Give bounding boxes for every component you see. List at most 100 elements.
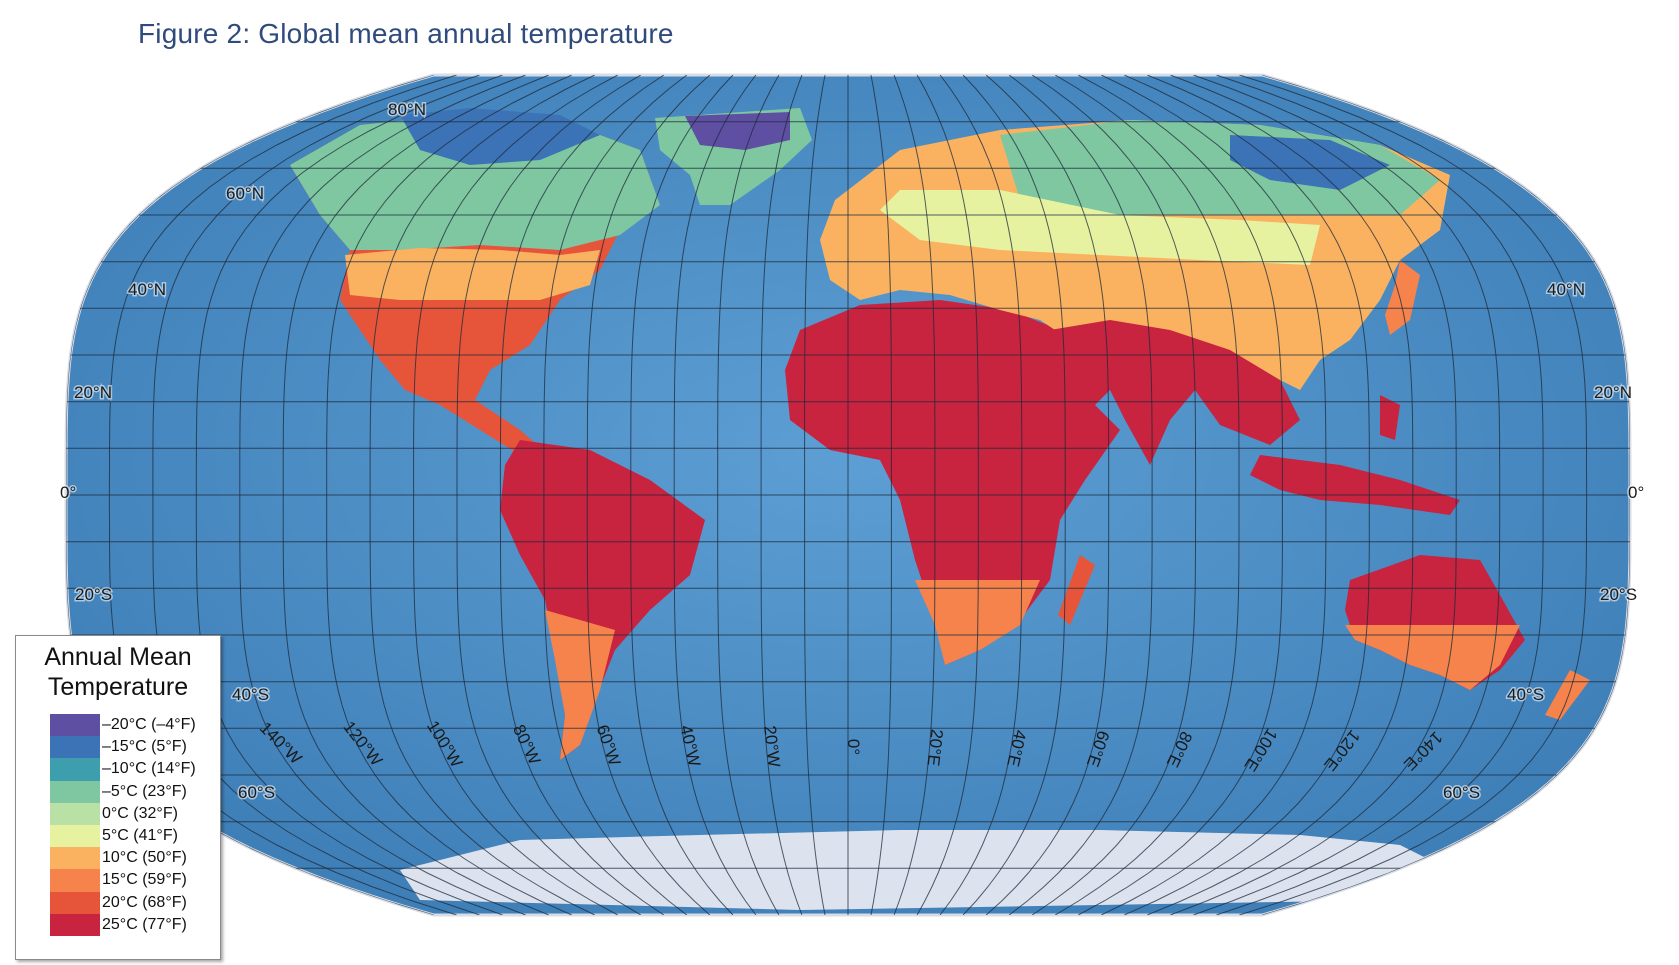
figure-title: Figure 2: Global mean annual temperature [138, 18, 674, 49]
meridian-line [717, 75, 780, 915]
legend-swatch [50, 780, 100, 803]
meridian-line [586, 75, 711, 915]
legend-label: 20°C (68°F) [102, 893, 187, 911]
graticule [66, 75, 1630, 915]
africa [785, 300, 1120, 665]
lat-label-40s-east: 40°S [1507, 685, 1544, 704]
australia-south [1345, 625, 1520, 690]
lat-label-80n: 80°N [388, 100, 426, 119]
meridian-line [916, 75, 979, 915]
madagascar [1058, 555, 1095, 625]
meridian-line [939, 75, 1023, 915]
lat-label-20n-east: 20°N [1594, 383, 1632, 402]
legend-label: 0°C (32°F) [102, 804, 178, 822]
lon-label: 0° [844, 739, 863, 755]
meridian-line [499, 75, 665, 915]
meridian-line [673, 75, 757, 915]
meridian-line [870, 75, 892, 915]
legend-item: 25°C (77°F) [50, 913, 196, 936]
central-asia [880, 190, 1320, 265]
meridian-line [893, 75, 936, 915]
lat-label-60s-west: 60°S [238, 783, 275, 802]
legend-swatch [50, 824, 100, 848]
legend-item: 10°C (50°F) [50, 847, 196, 870]
legend-item: 20°C (68°F) [50, 891, 196, 914]
land-layer [290, 108, 1590, 910]
lat-label-20s-east: 20°S [1600, 585, 1637, 604]
meridian-line [1124, 75, 1370, 915]
legend-label: –10°C (14°F) [102, 760, 196, 778]
legend-label: 5°C (41°F) [102, 827, 178, 845]
legend-label: 15°C (59°F) [102, 871, 187, 889]
north-america-north [290, 115, 660, 250]
legend-swatch [50, 891, 100, 914]
legend-title-line2: Temperature [47, 673, 189, 701]
lat-label-equator-west: 0° [60, 483, 76, 502]
meridian-line [760, 75, 803, 915]
meridian-line [369, 75, 595, 915]
legend-item: –5°C (23°F) [50, 780, 196, 803]
meridian-line [326, 75, 572, 915]
meridian-line [1101, 75, 1327, 915]
meridian-line [1262, 75, 1630, 915]
legend-item: –10°C (14°F) [50, 758, 196, 781]
legend-item: 0°C (32°F) [50, 802, 196, 825]
legend-title: Annual Mean Temperature [16, 642, 220, 702]
legend-title-line1: Annual Mean [44, 643, 192, 671]
legend-items: –20°C (–4°F) –15°C (5°F) –10°C (14°F) –5°C … [50, 714, 196, 936]
antarctica [400, 830, 1450, 910]
legend-item: 5°C (41°F) [50, 824, 196, 848]
meridian-line [239, 75, 526, 915]
meridian-line [1078, 75, 1283, 915]
south-asia [1050, 320, 1300, 465]
legend: Annual Mean Temperature –20°C (–4°F) –15°… [15, 635, 221, 960]
south-america [500, 440, 705, 760]
legend-label: 25°C (77°F) [102, 915, 187, 933]
legend-label: –5°C (23°F) [102, 782, 187, 800]
legend-swatch [50, 869, 100, 892]
legend-item: –20°C (–4°F) [50, 714, 196, 737]
legend-label: –20°C (–4°F) [102, 716, 196, 734]
philippines [1380, 395, 1400, 440]
canadian-arctic [400, 108, 600, 165]
meridian-line [1054, 75, 1240, 915]
legend-item: 15°C (59°F) [50, 869, 196, 892]
lat-label-40s-west: 40°S [232, 685, 269, 704]
lat-label-20s-west: 20°S [75, 585, 112, 604]
legend-swatch [50, 802, 100, 825]
lat-label-40n-east: 40°N [1547, 280, 1585, 299]
meridian-line [630, 75, 734, 915]
legend-swatch [50, 714, 100, 737]
meridian-line [282, 75, 549, 915]
meridian-line [1193, 75, 1501, 915]
indonesia [1250, 455, 1460, 515]
meridian-line [985, 75, 1110, 915]
legend-swatch [50, 736, 100, 759]
legend-swatch [50, 913, 100, 936]
legend-swatch [50, 758, 100, 781]
lat-label-equator-east: 0° [1628, 483, 1644, 502]
lon-label: 20°E [924, 728, 947, 767]
meridian-line [456, 75, 642, 915]
lat-label-40n-west: 40°N [128, 280, 166, 299]
meridian-line [195, 75, 503, 915]
legend-label: –15°C (5°F) [102, 738, 187, 756]
lat-label-60s-east: 60°S [1443, 783, 1480, 802]
legend-item: –15°C (5°F) [50, 736, 196, 759]
arabia [1030, 340, 1110, 420]
lon-label: 20°W [760, 725, 784, 769]
meridian-line [1239, 75, 1588, 915]
meridian-line [1008, 75, 1153, 915]
north-america-mid [345, 248, 600, 300]
meridian-line [543, 75, 688, 915]
legend-swatch [50, 847, 100, 870]
south-america-south [545, 610, 615, 760]
lat-label-60n: 60°N [226, 184, 264, 203]
meridian-line [804, 75, 826, 915]
meridian-line [1147, 75, 1414, 915]
legend-label: 10°C (50°F) [102, 849, 187, 867]
meridian-line [1031, 75, 1197, 915]
meridian-line [413, 75, 618, 915]
meridian-line [1170, 75, 1457, 915]
